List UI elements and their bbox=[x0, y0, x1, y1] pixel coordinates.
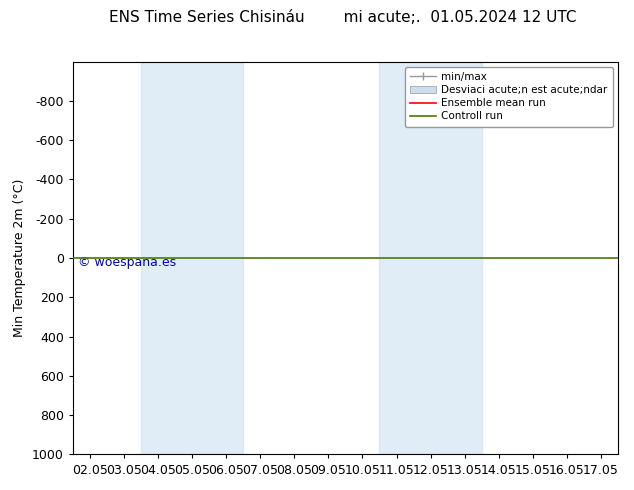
Legend: min/max, Desviaci acute;n est acute;ndar, Ensemble mean run, Controll run: min/max, Desviaci acute;n est acute;ndar… bbox=[404, 67, 612, 126]
Bar bbox=[141, 62, 243, 454]
Text: ENS Time Series Chisináu        mi acute;.  01.05.2024 12 UTC: ENS Time Series Chisináu mi acute;. 01.0… bbox=[108, 10, 576, 25]
Bar bbox=[380, 62, 482, 454]
Text: © woespana.es: © woespana.es bbox=[79, 256, 176, 269]
Y-axis label: Min Temperature 2m (°C): Min Temperature 2m (°C) bbox=[13, 179, 27, 337]
